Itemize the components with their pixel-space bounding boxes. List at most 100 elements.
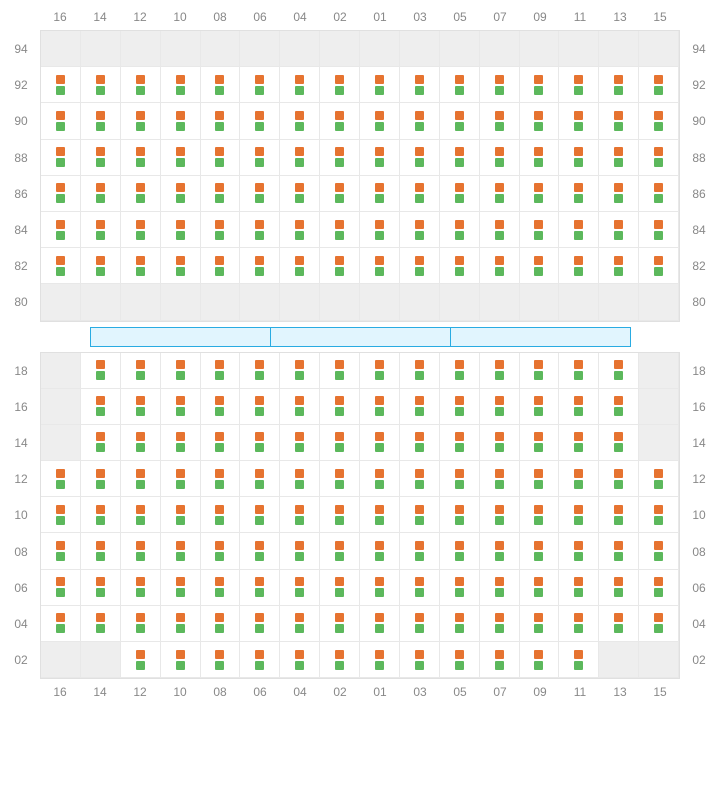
bay-cell[interactable] bbox=[440, 248, 480, 284]
bay-cell[interactable] bbox=[480, 212, 520, 248]
bay-cell[interactable] bbox=[559, 461, 599, 497]
bay-cell[interactable] bbox=[201, 533, 241, 569]
bay-cell[interactable] bbox=[240, 103, 280, 139]
bay-cell[interactable] bbox=[201, 606, 241, 642]
bay-cell[interactable] bbox=[161, 606, 201, 642]
bay-cell[interactable] bbox=[360, 461, 400, 497]
bay-cell[interactable] bbox=[280, 425, 320, 461]
bay-cell[interactable] bbox=[599, 461, 639, 497]
bay-cell[interactable] bbox=[201, 570, 241, 606]
bay-cell[interactable] bbox=[41, 67, 81, 103]
bay-cell[interactable] bbox=[440, 140, 480, 176]
bay-cell[interactable] bbox=[520, 497, 560, 533]
bay-cell[interactable] bbox=[121, 642, 161, 678]
bay-cell[interactable] bbox=[520, 642, 560, 678]
bay-cell[interactable] bbox=[440, 212, 480, 248]
bay-cell[interactable] bbox=[81, 248, 121, 284]
bay-cell[interactable] bbox=[559, 389, 599, 425]
bay-cell[interactable] bbox=[121, 103, 161, 139]
bay-cell[interactable] bbox=[280, 140, 320, 176]
bay-cell[interactable] bbox=[400, 67, 440, 103]
bay-cell[interactable] bbox=[201, 642, 241, 678]
bay-cell[interactable] bbox=[201, 461, 241, 497]
bay-cell[interactable] bbox=[440, 606, 480, 642]
bay-cell[interactable] bbox=[201, 389, 241, 425]
bay-cell[interactable] bbox=[201, 212, 241, 248]
bay-cell[interactable] bbox=[320, 176, 360, 212]
bay-cell[interactable] bbox=[360, 353, 400, 389]
bay-cell[interactable] bbox=[400, 533, 440, 569]
bay-cell[interactable] bbox=[480, 425, 520, 461]
bay-cell[interactable] bbox=[81, 533, 121, 569]
bay-cell[interactable] bbox=[599, 497, 639, 533]
bay-cell[interactable] bbox=[121, 497, 161, 533]
bay-cell[interactable] bbox=[559, 425, 599, 461]
bay-cell[interactable] bbox=[161, 140, 201, 176]
bay-cell[interactable] bbox=[480, 461, 520, 497]
bay-cell[interactable] bbox=[240, 425, 280, 461]
bay-cell[interactable] bbox=[639, 67, 679, 103]
bay-cell[interactable] bbox=[81, 140, 121, 176]
bay-cell[interactable] bbox=[599, 570, 639, 606]
bay-cell[interactable] bbox=[360, 606, 400, 642]
bay-cell[interactable] bbox=[559, 606, 599, 642]
bay-cell[interactable] bbox=[480, 248, 520, 284]
bay-cell[interactable] bbox=[440, 176, 480, 212]
bay-cell[interactable] bbox=[161, 353, 201, 389]
bay-cell[interactable] bbox=[240, 533, 280, 569]
bay-cell[interactable] bbox=[360, 570, 400, 606]
bay-cell[interactable] bbox=[559, 570, 599, 606]
bay-cell[interactable] bbox=[480, 642, 520, 678]
bay-cell[interactable] bbox=[599, 67, 639, 103]
bay-cell[interactable] bbox=[320, 425, 360, 461]
bay-cell[interactable] bbox=[81, 389, 121, 425]
bay-cell[interactable] bbox=[240, 248, 280, 284]
bay-cell[interactable] bbox=[639, 140, 679, 176]
bay-cell[interactable] bbox=[121, 389, 161, 425]
bay-cell[interactable] bbox=[520, 212, 560, 248]
bay-cell[interactable] bbox=[599, 212, 639, 248]
bay-cell[interactable] bbox=[360, 497, 400, 533]
bay-cell[interactable] bbox=[440, 425, 480, 461]
bay-cell[interactable] bbox=[280, 606, 320, 642]
bay-cell[interactable] bbox=[400, 570, 440, 606]
bay-cell[interactable] bbox=[81, 67, 121, 103]
bay-cell[interactable] bbox=[280, 389, 320, 425]
bay-cell[interactable] bbox=[320, 67, 360, 103]
bay-cell[interactable] bbox=[599, 103, 639, 139]
bay-cell[interactable] bbox=[41, 176, 81, 212]
bay-cell[interactable] bbox=[520, 606, 560, 642]
bay-cell[interactable] bbox=[81, 461, 121, 497]
bay-cell[interactable] bbox=[480, 533, 520, 569]
bay-cell[interactable] bbox=[639, 533, 679, 569]
bay-cell[interactable] bbox=[599, 353, 639, 389]
bay-cell[interactable] bbox=[639, 570, 679, 606]
bay-cell[interactable] bbox=[360, 389, 400, 425]
bay-cell[interactable] bbox=[81, 606, 121, 642]
bay-cell[interactable] bbox=[320, 212, 360, 248]
bay-cell[interactable] bbox=[480, 497, 520, 533]
bay-cell[interactable] bbox=[400, 212, 440, 248]
bay-cell[interactable] bbox=[41, 212, 81, 248]
bay-cell[interactable] bbox=[440, 533, 480, 569]
bay-cell[interactable] bbox=[559, 248, 599, 284]
bay-cell[interactable] bbox=[360, 533, 400, 569]
bay-cell[interactable] bbox=[41, 570, 81, 606]
bay-cell[interactable] bbox=[520, 533, 560, 569]
bay-cell[interactable] bbox=[201, 497, 241, 533]
bay-cell[interactable] bbox=[400, 461, 440, 497]
bay-cell[interactable] bbox=[520, 248, 560, 284]
bay-cell[interactable] bbox=[161, 461, 201, 497]
bay-cell[interactable] bbox=[161, 67, 201, 103]
bay-cell[interactable] bbox=[240, 67, 280, 103]
bay-cell[interactable] bbox=[280, 212, 320, 248]
bay-cell[interactable] bbox=[240, 497, 280, 533]
bay-cell[interactable] bbox=[320, 389, 360, 425]
bay-cell[interactable] bbox=[639, 497, 679, 533]
bay-cell[interactable] bbox=[639, 248, 679, 284]
bay-cell[interactable] bbox=[240, 176, 280, 212]
bay-cell[interactable] bbox=[639, 176, 679, 212]
bay-cell[interactable] bbox=[201, 140, 241, 176]
bay-cell[interactable] bbox=[480, 570, 520, 606]
bay-cell[interactable] bbox=[559, 103, 599, 139]
